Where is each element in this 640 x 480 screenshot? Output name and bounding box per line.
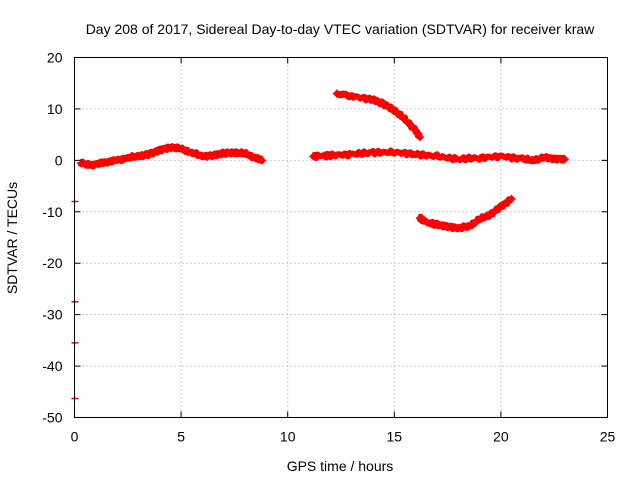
y-tick-label: 0 [55, 152, 63, 168]
series-line-segment-lower [416, 195, 515, 233]
y-tick-label: -30 [42, 307, 62, 323]
series-end-marker [415, 213, 424, 222]
series-end-marker [415, 133, 424, 142]
series-end-marker [258, 156, 267, 165]
chart-title: Day 208 of 2017, Sidereal Day-to-day VTE… [86, 21, 595, 37]
series-line-segment-main [310, 147, 568, 165]
series-end-marker [76, 158, 85, 167]
x-tick-label: 0 [71, 429, 79, 445]
y-tick-label: 20 [47, 50, 63, 66]
grid-layer [74, 57, 608, 418]
x-tick-label: 25 [600, 429, 616, 445]
x-tick-label: 5 [177, 429, 185, 445]
series-end-marker [332, 89, 341, 98]
plot-frame [74, 57, 608, 418]
x-axis-label: GPS time / hours [287, 458, 394, 474]
y-tick-label: -50 [42, 410, 62, 426]
series-end-marker [309, 152, 318, 161]
y-tick-label: -20 [42, 255, 62, 271]
y-tick-label: -40 [42, 358, 62, 374]
x-tick-label: 10 [280, 429, 296, 445]
y-axis-label: SDTVAR / TECUs [4, 182, 20, 294]
x-tick-label: 15 [387, 429, 403, 445]
series-layer [76, 89, 569, 233]
series-end-marker [507, 194, 516, 203]
series-line-segment-upper [333, 90, 423, 141]
y-tick-label: -10 [42, 204, 62, 220]
series-end-marker [560, 155, 569, 164]
x-tick-label: 20 [493, 429, 509, 445]
tick-layer: 0 5 10 15 20 25 -50 -40 -30 -20 -10 0 10 20 [42, 50, 615, 445]
series-line-segment-morning [77, 143, 266, 170]
y-tick-label: 10 [47, 101, 63, 117]
